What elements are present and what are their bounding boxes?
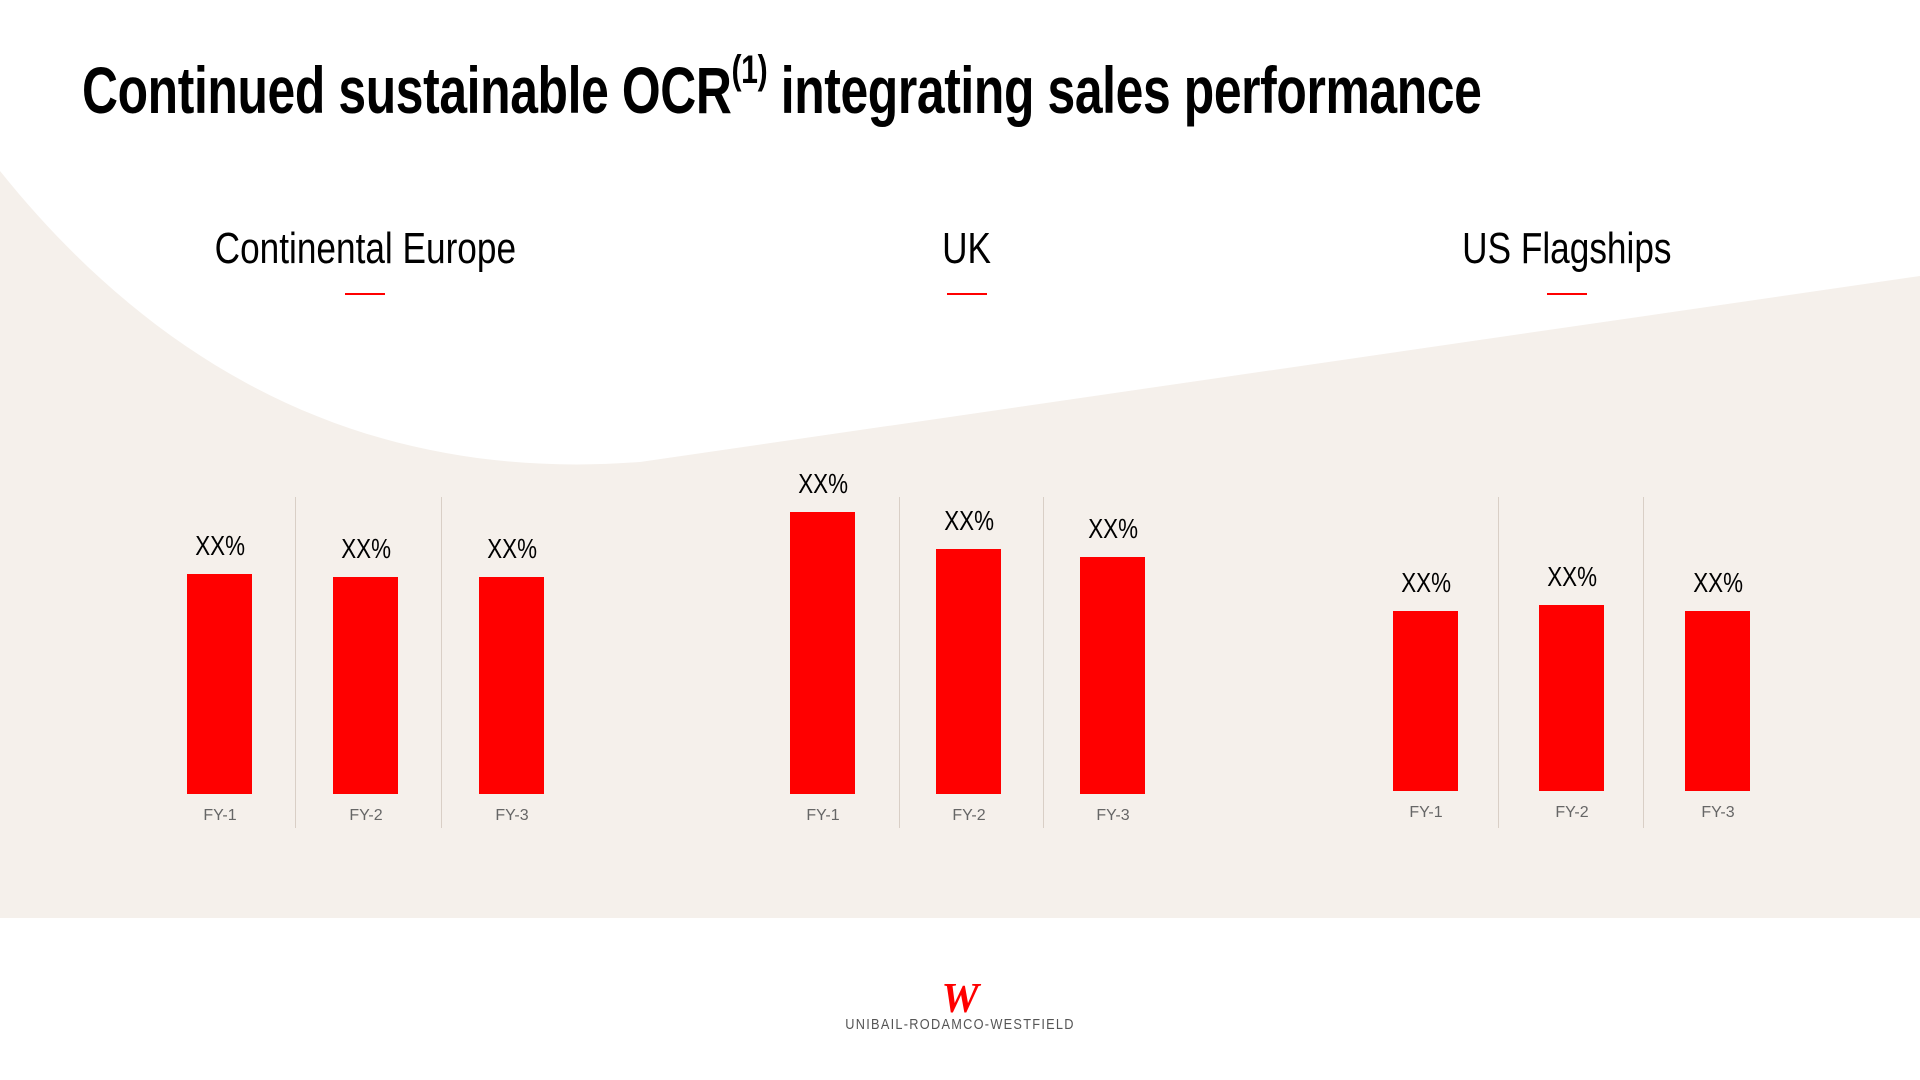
data-label: XX% — [452, 533, 572, 565]
bar — [479, 576, 544, 794]
data-label-text: XX% — [1547, 560, 1597, 592]
category-label: FY-1 — [1409, 804, 1443, 821]
bar-divider — [295, 497, 296, 828]
bar — [1539, 604, 1604, 791]
data-label: XX% — [1053, 513, 1173, 545]
data-label-text: XX% — [341, 532, 391, 564]
category-label: FY-3 — [1096, 807, 1130, 824]
bar — [1080, 557, 1145, 794]
data-label: XX% — [1512, 561, 1632, 593]
category-label: FY-2 — [952, 807, 986, 824]
data-label: XX% — [909, 505, 1029, 537]
bar-divider — [1043, 497, 1044, 828]
data-label-text: XX% — [944, 504, 994, 536]
chart-title-text: UK — [942, 224, 992, 273]
title-underline — [345, 293, 385, 295]
title-underline — [1547, 293, 1587, 295]
data-label-text: XX% — [487, 532, 537, 564]
data-label: XX% — [1366, 567, 1486, 599]
chart-title-text: Continental Europe — [214, 224, 516, 273]
data-label-text: XX% — [798, 468, 848, 499]
category-label: FY-1 — [806, 807, 840, 824]
bar — [1393, 610, 1458, 791]
bar — [790, 512, 855, 794]
bar-divider — [1498, 497, 1499, 828]
category-label: FY-3 — [1701, 804, 1735, 821]
chart-title: US Flagships — [1317, 224, 1817, 274]
data-label-text: XX% — [1693, 566, 1743, 598]
category-label: FY-3 — [495, 807, 529, 824]
page-title: Continued sustainable OCR(1) integrating… — [82, 48, 1482, 127]
data-label-text: XX% — [1401, 566, 1451, 598]
bar-divider — [441, 497, 442, 828]
data-label: XX% — [1658, 567, 1778, 599]
bar-divider — [1643, 497, 1644, 828]
data-label: XX% — [160, 530, 280, 562]
logo-text: UNIBAIL-RODAMCO-WESTFIELD — [845, 1016, 1075, 1033]
category-label: FY-1 — [203, 807, 237, 824]
chart-title-text: US Flagships — [1462, 224, 1672, 273]
chart-title: Continental Europe — [115, 224, 615, 274]
bar-divider — [899, 497, 900, 828]
title-underline — [947, 293, 987, 295]
bar — [333, 576, 398, 794]
chart-title: UK — [717, 224, 1217, 274]
data-label-text: XX% — [195, 530, 245, 562]
category-label: FY-2 — [1555, 804, 1589, 821]
bar — [936, 548, 1001, 794]
data-label-text: XX% — [1088, 513, 1138, 545]
logo-w-icon: W — [941, 976, 979, 1022]
data-label: XX% — [763, 468, 883, 500]
data-label: XX% — [306, 533, 426, 565]
category-label: FY-2 — [349, 807, 383, 824]
bar — [187, 574, 252, 794]
bar — [1685, 610, 1750, 791]
